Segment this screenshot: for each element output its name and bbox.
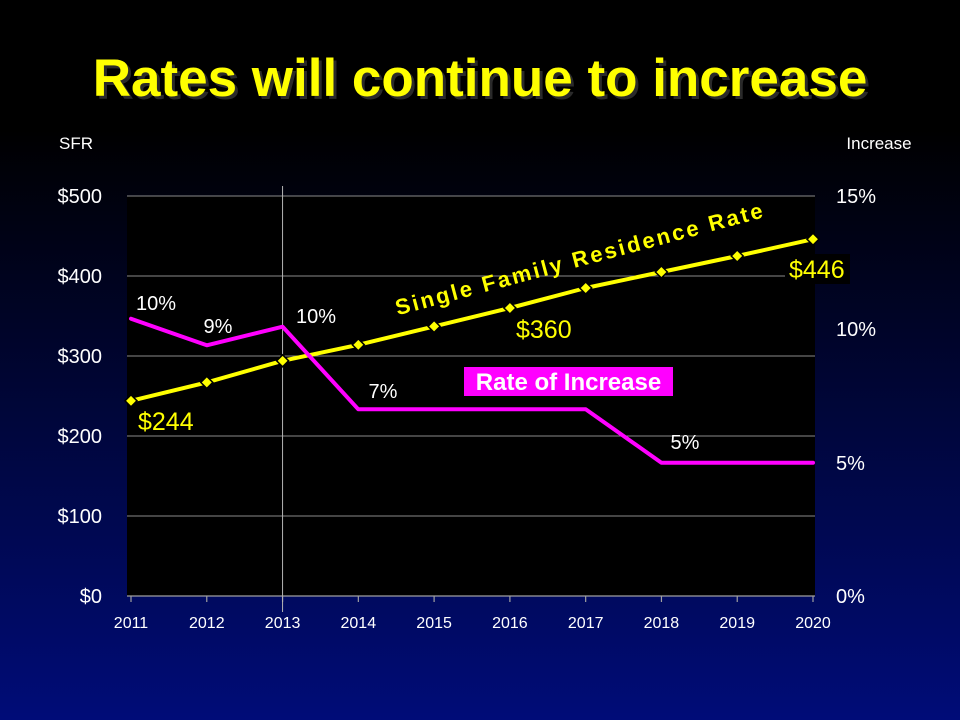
increase-series	[129, 316, 815, 465]
y2-tick-label-1: 5%	[836, 453, 865, 475]
sfr-data-labels: $244 $360 $446	[138, 254, 850, 436]
x-tick-label-2016: 2016	[492, 615, 528, 632]
increase-data-label-2013: 10%	[296, 306, 336, 328]
grid-layer	[127, 186, 815, 612]
y-tick-label-5: $500	[58, 186, 103, 208]
y-axis-tick-labels: $0 $100 $200 $300 $400 $500	[58, 186, 103, 608]
x-tick-label-2011: 2011	[114, 615, 149, 632]
sfr-data-label-2016: $360	[516, 316, 572, 344]
sfr-data-label-box-2020	[785, 254, 850, 284]
sfr-data-label-2011: $244	[138, 408, 194, 436]
increase-data-label-2011: 10%	[136, 293, 176, 315]
x-tick-label-2012: 2012	[189, 615, 225, 632]
slide-title: Rates will continue to increase	[92, 49, 868, 108]
increase-data-label-2018: 5%	[671, 432, 700, 454]
y2-tick-label-0: 0%	[836, 586, 865, 608]
x-tick-label-2018: 2018	[644, 615, 680, 632]
sfr-marker-2012	[199, 375, 214, 390]
sfr-marker-2013	[275, 353, 290, 368]
y-axis-title: SFR	[59, 134, 93, 153]
y-tick-label-2: $200	[58, 426, 103, 448]
sfr-marker-2019	[730, 248, 745, 264]
sfr-marker-2015	[427, 319, 442, 334]
y-tick-label-0: $0	[80, 586, 102, 608]
sfr-series-line	[129, 237, 815, 403]
increase-series-name-label: Rate of Increase	[476, 369, 661, 396]
increase-data-label-2014: 7%	[369, 381, 398, 403]
x-axis-tick-labels: 2011 2012 2013 2014 2015 2016 2017 2018 …	[114, 615, 831, 632]
sfr-marker-2018	[654, 264, 669, 280]
increase-data-label-2012: 9%	[204, 316, 233, 338]
sfr-series	[123, 232, 821, 408]
y2-tick-label-3: 15%	[836, 186, 876, 208]
x-tick-label-2015: 2015	[416, 615, 452, 632]
x-tick-label-2020: 2020	[795, 615, 831, 632]
sfr-data-label-2020: $446	[789, 256, 845, 284]
sfr-marker-2017	[578, 280, 593, 296]
increase-series-name-box	[464, 367, 673, 396]
sfr-marker-2020	[805, 232, 821, 247]
y-tick-label-4: $400	[58, 266, 103, 288]
x-tick-label-2019: 2019	[719, 615, 755, 632]
increase-data-labels: 10% 9% 10% 7% 5%	[136, 293, 700, 454]
y2-tick-label-2: 10%	[836, 319, 876, 341]
y2-axis-tick-labels: 0% 5% 10% 15%	[836, 186, 876, 608]
x-tick-label-2017: 2017	[568, 615, 604, 632]
series-layer	[123, 232, 821, 465]
sfr-marker-2014	[351, 337, 366, 352]
x-tick-label-2013: 2013	[265, 615, 301, 632]
x-tick-label-2014: 2014	[341, 615, 377, 632]
y-tick-label-3: $300	[58, 346, 103, 368]
sfr-marker-2016	[502, 300, 517, 316]
y2-axis-title: Increase	[846, 134, 911, 153]
increase-series-line	[129, 316, 815, 465]
sfr-marker-2011	[123, 393, 139, 408]
y-tick-label-1: $100	[58, 506, 103, 528]
